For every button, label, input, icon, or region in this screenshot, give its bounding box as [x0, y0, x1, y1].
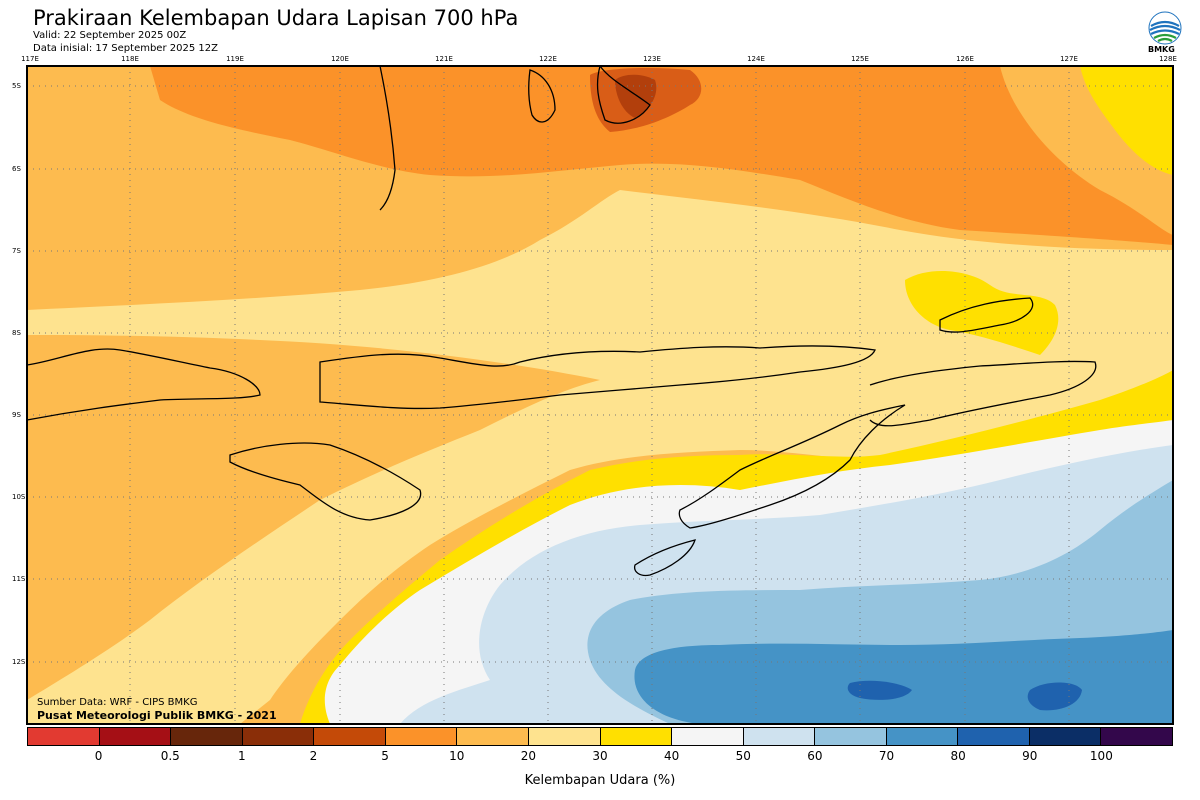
lat-label-7s: 7S — [12, 247, 21, 255]
lon-label-124: 124E — [747, 55, 765, 63]
lon-label-122: 122E — [539, 55, 557, 63]
field-80-90-b — [1027, 682, 1082, 711]
alor-wetar-coast — [939, 297, 1034, 333]
colorbar-segment — [528, 728, 601, 745]
sumbawa-coast — [26, 348, 261, 421]
colorbar-segment — [28, 728, 100, 745]
timor-coast — [678, 404, 906, 529]
lon-label-125: 125E — [851, 55, 869, 63]
lon-label-118: 118E — [121, 55, 139, 63]
map-frame — [26, 65, 1174, 725]
sumba-coast — [229, 442, 422, 521]
colorbar-segment — [385, 728, 458, 745]
bmkg-logo-icon — [1148, 11, 1182, 45]
colorbar-tick-label: 2 — [309, 749, 318, 763]
colorbar-segment — [1029, 728, 1102, 745]
colorbar-segment — [457, 728, 529, 745]
field-30-40-east — [905, 270, 1059, 355]
sulawesi-coast — [379, 65, 651, 211]
colorbar-segment — [99, 728, 172, 745]
colorbar-tick-label: 10 — [449, 749, 465, 763]
lon-label-119: 119E — [226, 55, 244, 63]
lat-label-6s: 6S — [12, 165, 21, 173]
coastlines — [26, 65, 1097, 577]
lat-label-8s: 8S — [12, 329, 21, 337]
colorbar-title: Kelembapan Udara (%) — [524, 773, 676, 788]
field-30-40-ne — [1080, 66, 1173, 175]
colorbar-tick-label: 90 — [1022, 749, 1038, 763]
field-0-10-north — [150, 66, 1173, 245]
colorbar-segment — [743, 728, 816, 745]
source-data-text: Sumber Data: WRF - CIPS BMKG — [37, 697, 198, 708]
lon-label-128: 128E — [1159, 55, 1177, 63]
graticule — [27, 66, 1173, 724]
colorbar-tick-label: 50 — [735, 749, 751, 763]
field-20-30 — [27, 66, 1173, 724]
colorbar-tick-label: 0.5 — [160, 749, 180, 763]
lon-label-120: 120E — [331, 55, 349, 63]
lon-label-127: 127E — [1060, 55, 1078, 63]
colorbar-segment — [600, 728, 673, 745]
lat-label-5s: 5S — [12, 82, 21, 90]
lat-label-10s: 10S — [12, 493, 26, 501]
colorbar-segment — [1101, 728, 1172, 745]
source-center-text: Pusat Meteorologi Publik BMKG - 2021 — [37, 709, 277, 722]
colorbar-segment — [314, 728, 386, 745]
field-80-90-a — [847, 680, 912, 700]
timor-leste-border — [869, 360, 1097, 427]
lon-label-123: 123E — [643, 55, 661, 63]
colorbar-tick-label: 30 — [592, 749, 608, 763]
lon-label-121: 121E — [435, 55, 453, 63]
lat-label-9s: 9S — [12, 411, 21, 419]
colorbar-tick-label: 1 — [238, 749, 246, 763]
colorbar-tick-label: 5 — [381, 749, 389, 763]
colorbar-tick-label: 70 — [878, 749, 895, 763]
map-title: Prakiraan Kelembapan Udara Lapisan 700 h… — [33, 6, 519, 30]
rote-coast — [634, 539, 696, 577]
lon-label-126: 126E — [956, 55, 974, 63]
colorbar-tick-label: 0 — [94, 749, 103, 763]
colorbar-segment — [815, 728, 887, 745]
colorbar-segment — [672, 728, 744, 745]
valid-time: Valid: 22 September 2025 00Z — [33, 30, 187, 41]
colorbar — [27, 727, 1173, 746]
colorbar-tick-label: 20 — [520, 749, 537, 763]
buton-coast — [528, 69, 556, 123]
colorbar-segment — [171, 728, 243, 745]
colorbar-tick-label: 60 — [807, 749, 823, 763]
init-time: Data inisial: 17 September 2025 12Z — [33, 43, 218, 54]
colorbar-segment — [886, 728, 959, 745]
flores-coast — [319, 345, 876, 410]
colorbar-tick-label: 40 — [663, 749, 680, 763]
lon-label-117: 117E — [21, 55, 39, 63]
colorbar-segment — [242, 728, 315, 745]
lat-label-11s: 11S — [12, 575, 26, 583]
lat-label-12s: 12S — [12, 658, 26, 666]
colorbar-segment — [958, 728, 1030, 745]
bmkg-logo-text: BMKG — [1148, 45, 1175, 54]
colorbar-tick-label: 80 — [950, 749, 966, 763]
colorbar-tick-label: 100 — [1089, 749, 1113, 763]
humidity-fields — [27, 66, 1173, 724]
